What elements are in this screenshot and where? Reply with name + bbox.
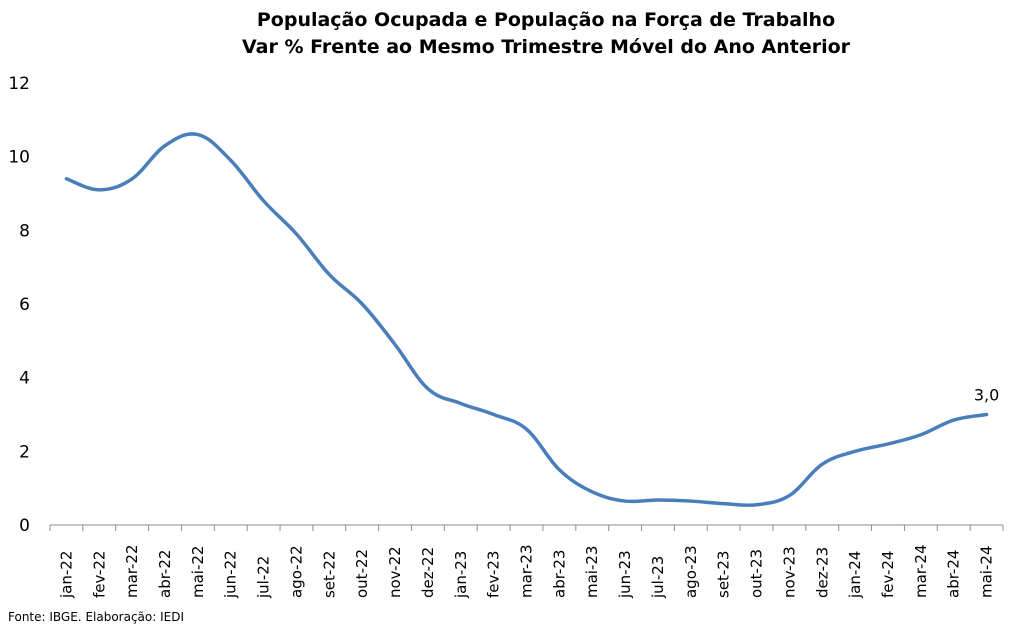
- x-tick-label: mar-22: [123, 544, 141, 598]
- x-tick-label: out-23: [748, 549, 766, 598]
- x-tick-label: mai-23: [583, 546, 601, 598]
- x-tick-label: abr-22: [156, 550, 174, 598]
- x-tick-label: mai-22: [189, 546, 207, 598]
- source-note: Fonte: IBGE. Elaboração: IEDI: [8, 610, 185, 624]
- y-tick-label: 4: [19, 369, 30, 389]
- x-tick-label: nov-23: [780, 546, 798, 598]
- chart-subtitle: Var % Frente ao Mesmo Trimestre Móvel do…: [242, 36, 851, 58]
- x-tick-label: ago-22: [287, 545, 305, 598]
- x-tick-label: mar-23: [518, 544, 536, 598]
- y-tick-label: 12: [8, 74, 30, 94]
- x-tick-label: fev-22: [90, 551, 108, 598]
- x-tick-label: mai-24: [978, 546, 996, 598]
- x-tick-label: jul-23: [649, 556, 667, 599]
- chart-title: População Ocupada e População na Força d…: [257, 9, 835, 31]
- series-line: [64, 132, 989, 508]
- x-tick-label: jun-23: [616, 550, 634, 599]
- data-label: 3,0: [974, 386, 999, 405]
- x-tick-label: fev-24: [879, 551, 897, 598]
- x-tick-label: abr-24: [945, 550, 963, 598]
- x-tick-label: fev-23: [485, 551, 503, 598]
- x-tick-label: jan-22: [57, 551, 75, 599]
- data-label-layer: 3,0: [974, 386, 999, 405]
- x-tick-label: jun-22: [222, 550, 240, 599]
- y-tick-label: 2: [19, 442, 30, 462]
- x-tick-label: nov-22: [386, 546, 404, 598]
- x-tick-label: jul-22: [255, 556, 273, 599]
- x-tick-label: set-23: [715, 551, 733, 598]
- y-axis: 0 2 4 6 8 10 12: [8, 74, 30, 536]
- x-tick-label: jan-23: [452, 551, 470, 599]
- y-tick-label: 6: [19, 295, 30, 315]
- x-tick-label: ago-23: [682, 545, 700, 598]
- y-tick-label: 0: [19, 516, 30, 536]
- x-axis: jan-22 fev-22 mar-22 abr-22 mai-22 jun-22 jul-…: [49, 524, 1004, 599]
- x-tick-label: dez-22: [419, 547, 437, 598]
- series-layer: [64, 132, 989, 508]
- x-tick-label: abr-23: [550, 550, 568, 598]
- x-tick-label: jan-24: [846, 551, 864, 599]
- x-tick-label: out-22: [353, 549, 371, 598]
- y-tick-label: 8: [19, 221, 30, 241]
- x-tick-label: set-22: [320, 551, 338, 598]
- y-tick-label: 10: [8, 148, 30, 168]
- x-tick-label: mar-24: [912, 544, 930, 598]
- x-tick-label: dez-23: [813, 547, 831, 598]
